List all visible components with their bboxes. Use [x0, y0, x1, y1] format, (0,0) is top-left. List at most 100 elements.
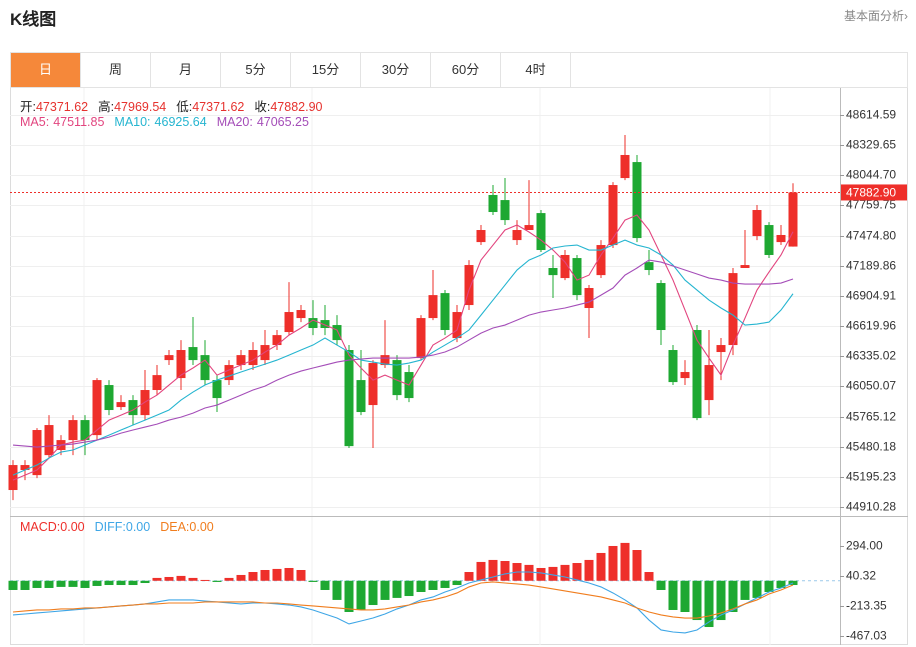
info-value: 47882.90 [270, 100, 323, 114]
candle-body [212, 380, 222, 399]
page-title: K线图 [10, 10, 57, 29]
legend-item: MA10: 46925.64 [114, 115, 206, 129]
candle-body [92, 380, 102, 436]
macd-bar [776, 580, 786, 588]
candle-body [164, 355, 174, 361]
macd-bar [764, 580, 774, 593]
macd-bar [740, 580, 750, 600]
legend-item: MACD:0.00 [20, 520, 85, 534]
candle-body [356, 380, 366, 413]
candle-body [428, 295, 438, 319]
candle-body [20, 465, 30, 471]
macd-bar [32, 580, 42, 588]
macd-bar [236, 574, 246, 581]
candle-body [560, 254, 570, 279]
candle-body [152, 375, 162, 391]
macd-bar [248, 572, 258, 581]
macd-bar [164, 576, 174, 581]
legend-name: MA20: [216, 115, 253, 129]
macd-bar [716, 580, 726, 621]
legend-value: 0.00 [60, 520, 85, 534]
macd-bar [380, 580, 390, 600]
macd-bar [152, 577, 162, 581]
candle-body [608, 185, 618, 246]
period-tab[interactable]: 60分 [431, 53, 501, 87]
info-item: 高:47969.54 [98, 100, 166, 114]
info-item: 低:47371.62 [176, 100, 244, 114]
info-value: 47969.54 [114, 100, 167, 114]
candle-body [452, 312, 462, 339]
y-tick-label: -213.35 [846, 599, 887, 613]
macd-bar [272, 568, 282, 581]
macd-bar [200, 579, 210, 581]
info-item: 收:47882.90 [254, 100, 322, 114]
period-tab[interactable]: 30分 [361, 53, 431, 87]
candle-body [116, 402, 126, 408]
legend-value: 47511.85 [53, 115, 105, 129]
macd-bar [44, 580, 54, 588]
period-tab[interactable]: 5分 [221, 53, 291, 87]
current-price-label: 47882.90 [846, 186, 896, 200]
period-tab[interactable]: 日 [11, 53, 81, 87]
legend-item: DEA:0.00 [160, 520, 214, 534]
candle-body [236, 355, 246, 366]
macd-bar [428, 580, 438, 590]
legend-name: MA5: [20, 115, 50, 129]
candle-body [68, 420, 78, 441]
y-tick-label: 48614.59 [846, 108, 896, 122]
legend-value: 47065.25 [256, 115, 309, 129]
macd-bar [368, 580, 378, 606]
period-tab[interactable]: 月 [151, 53, 221, 87]
kline-panel: 48614.59 48329.65 48044.70 47759.75 47474.80… [8, 108, 907, 514]
y-tick-label: 47759.75 [846, 198, 896, 212]
legend-value: 46925.64 [154, 115, 207, 129]
macd-bar [704, 580, 714, 628]
y-tick-label: 47189.86 [846, 259, 896, 273]
y-tick-label: 46619.96 [846, 319, 896, 333]
candle-body [44, 425, 54, 456]
legend-name: MA10: [114, 115, 151, 129]
candle-body [104, 385, 114, 411]
macd-bar [308, 580, 318, 582]
macd-bar [560, 564, 570, 581]
candle-body [176, 350, 186, 379]
macd-bar [596, 552, 606, 581]
macd-bar [284, 567, 294, 581]
macd-bar [668, 580, 678, 610]
period-tab[interactable]: 15分 [291, 53, 361, 87]
period-tabs: 日周月 5分 15分 30分 60分 4时 [10, 52, 908, 88]
candle-body [512, 230, 522, 241]
info-item: 开:47371.62 [20, 100, 88, 114]
macd-bar [464, 572, 474, 581]
candle-body [572, 258, 582, 296]
candle-body [416, 318, 426, 359]
ma-legend: MA5: 47511.85 MA10: 46925.64 MA20: 47065.25 [20, 115, 319, 129]
candle-body [764, 225, 774, 255]
y-tick-label: 48329.65 [846, 138, 896, 152]
y-tick-label: 44910.28 [846, 500, 896, 514]
macd-bar [416, 580, 426, 593]
ohlc-info: 开:47371.62 高:47969.54 低:47371.62 收:47882.90 [20, 96, 333, 115]
macd-bar [8, 580, 18, 590]
candle-body [500, 200, 510, 221]
macd-bar [536, 567, 546, 581]
macd-bar [320, 580, 330, 590]
macd-bar [80, 580, 90, 588]
period-tab[interactable]: 4时 [501, 53, 571, 87]
macd-bar [392, 580, 402, 598]
candle-body [752, 210, 762, 237]
macd-bar [728, 580, 738, 612]
macd-bar [452, 580, 462, 586]
candle-body [680, 372, 690, 379]
fundamental-link[interactable]: 基本面分析› [844, 9, 908, 23]
y-tick-label: 45765.12 [846, 410, 896, 424]
period-tab[interactable]: 周 [81, 53, 151, 87]
macd-bar [296, 569, 306, 581]
macd-bar [680, 580, 690, 612]
macd-bar [212, 580, 222, 582]
macd-bar [440, 580, 450, 588]
macd-bar [608, 545, 618, 581]
macd-bar [356, 580, 366, 610]
candle-body [380, 355, 390, 366]
